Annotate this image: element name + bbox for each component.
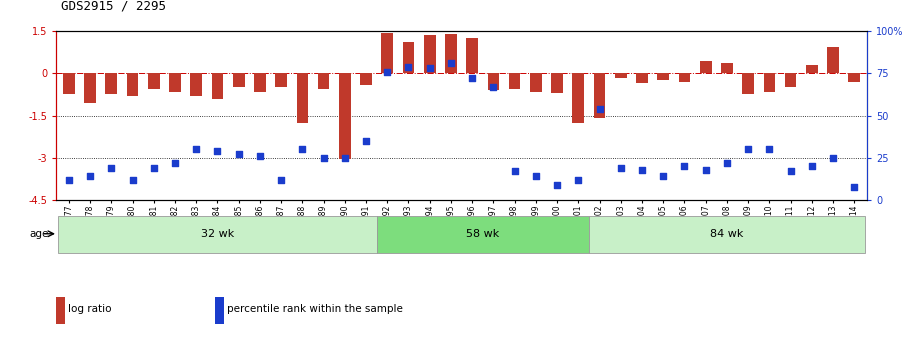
Point [189, 147, 204, 152]
Text: 32 wk: 32 wk [201, 229, 234, 239]
Bar [233, 73, 244, 87]
Text: percentile rank within the sample: percentile rank within the sample [227, 304, 404, 314]
Bar [764, 73, 776, 92]
Point [423, 66, 437, 71]
Point [699, 167, 713, 172]
Point [380, 69, 395, 75]
Point [465, 76, 480, 81]
Text: 84 wk: 84 wk [710, 229, 744, 239]
Point [805, 164, 819, 169]
Text: log ratio: log ratio [68, 304, 111, 314]
Bar [806, 65, 817, 73]
Bar [360, 73, 372, 85]
Bar [56, 297, 65, 324]
Bar [700, 61, 711, 73]
Bar [721, 63, 733, 73]
Point [317, 155, 331, 161]
Bar [318, 73, 329, 89]
Point [571, 177, 586, 183]
Point [167, 160, 182, 166]
Point [252, 154, 267, 159]
Point [210, 148, 224, 154]
Bar [530, 73, 542, 92]
Point [634, 167, 649, 172]
Bar [589, 216, 865, 253]
Bar [466, 38, 478, 73]
Point [358, 138, 373, 144]
Bar [215, 297, 224, 324]
Point [104, 165, 119, 171]
Point [529, 174, 543, 179]
Point [443, 60, 458, 66]
Bar [424, 35, 435, 73]
Point [508, 169, 522, 174]
Point [486, 84, 500, 90]
Point [338, 155, 352, 161]
Bar [594, 73, 605, 118]
Point [401, 64, 415, 69]
Point [847, 184, 862, 189]
Text: 58 wk: 58 wk [466, 229, 500, 239]
Bar [254, 73, 266, 92]
Bar [58, 216, 376, 253]
Point [274, 177, 289, 183]
Bar [488, 73, 500, 90]
Point [784, 169, 798, 174]
Bar [614, 73, 626, 78]
Bar [573, 73, 584, 122]
Bar [106, 73, 117, 95]
Point [295, 147, 310, 152]
Point [614, 165, 628, 171]
Point [232, 152, 246, 157]
Bar [403, 42, 414, 73]
Point [656, 174, 671, 179]
Point [83, 174, 98, 179]
Bar [212, 73, 224, 99]
Point [825, 155, 840, 161]
Point [741, 147, 756, 152]
Bar [827, 47, 839, 73]
Bar [376, 216, 589, 253]
Bar [551, 73, 563, 93]
Point [719, 160, 734, 166]
Bar [339, 73, 350, 159]
Bar [190, 73, 202, 96]
Bar [636, 73, 648, 83]
Point [592, 106, 606, 111]
Bar [127, 73, 138, 96]
Bar [445, 34, 457, 73]
Bar [275, 73, 287, 87]
Point [762, 147, 776, 152]
Bar [297, 73, 309, 122]
Bar [381, 33, 393, 73]
Bar [63, 73, 75, 95]
Point [677, 164, 691, 169]
Point [550, 182, 565, 188]
Bar [148, 73, 159, 89]
Bar [785, 73, 796, 87]
Point [147, 165, 161, 171]
Bar [84, 73, 96, 103]
Bar [657, 73, 669, 80]
Bar [848, 73, 860, 82]
Bar [509, 73, 520, 89]
Point [125, 177, 139, 183]
Bar [742, 73, 754, 95]
Point [62, 177, 76, 183]
Text: GDS2915 / 2295: GDS2915 / 2295 [61, 0, 166, 12]
Text: age: age [29, 229, 48, 239]
Bar [679, 73, 691, 82]
Bar [169, 73, 181, 92]
